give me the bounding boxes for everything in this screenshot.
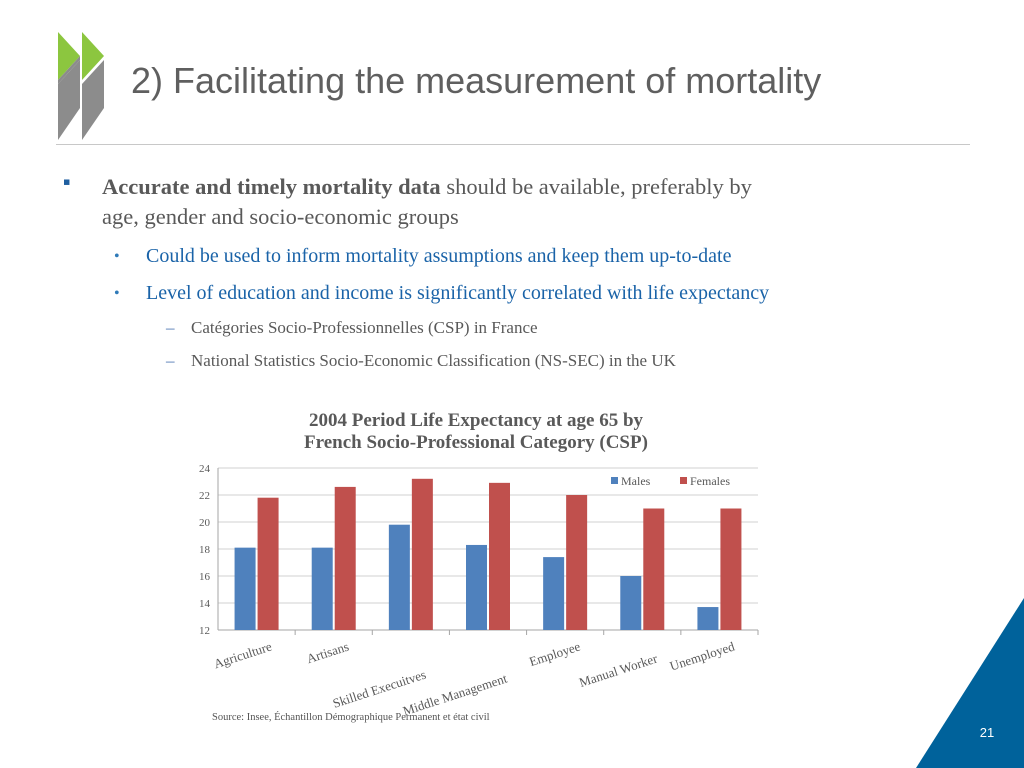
legend-label-males: Males xyxy=(621,474,651,488)
sub-bullet-2: Level of education and income is signifi… xyxy=(146,282,770,304)
bar-females xyxy=(720,508,742,630)
corner-decoration xyxy=(916,598,1024,768)
slide-title: 2) Facilitating the measurement of morta… xyxy=(131,60,822,101)
y-tick-label: 18 xyxy=(199,544,211,556)
y-tick-label: 14 xyxy=(199,598,211,610)
bar-females xyxy=(643,508,665,630)
sub-bullet-1: Could be used to inform mortality assump… xyxy=(146,245,732,267)
main-bullet-rest: should be available, preferably by xyxy=(440,174,752,199)
logo-chevron-gray-2 xyxy=(58,60,80,140)
oecd-logo xyxy=(58,32,104,140)
logo-chevron-gray-1 xyxy=(58,56,80,84)
logo-chevron-green-2 xyxy=(82,32,104,80)
bar-males xyxy=(466,544,487,630)
page-number: 21 xyxy=(979,725,995,740)
main-bullet-line1: Accurate and timely mortality data shoul… xyxy=(102,174,752,200)
bar-males xyxy=(543,557,565,630)
bar-females xyxy=(334,486,356,630)
bar-males xyxy=(620,576,642,630)
bar-females xyxy=(489,482,510,630)
x-tick-label: Manual Worker xyxy=(577,650,660,690)
sub-sub-bullet-2: National Statistics Socio-Economic Class… xyxy=(191,351,676,370)
source-note: Source: Insee, Échantillon Démographique… xyxy=(212,712,490,723)
logo-chevron-gray-3 xyxy=(82,60,104,140)
x-tick-label: Employee xyxy=(527,639,582,670)
sub-bullet-marker: • xyxy=(114,285,120,302)
y-tick-label: 16 xyxy=(199,571,211,583)
bar-females xyxy=(566,495,588,630)
bullet-marker: ▪ xyxy=(63,175,71,188)
title-divider xyxy=(56,144,970,145)
bar-males xyxy=(311,547,333,630)
main-bullet-bold: Accurate and timely mortality data xyxy=(102,174,441,199)
bar-females xyxy=(411,478,433,630)
legend-swatch-females xyxy=(680,477,687,484)
y-tick-label: 12 xyxy=(199,625,210,637)
y-tick-label: 24 xyxy=(199,463,211,475)
bar-males xyxy=(697,607,719,630)
chart-title-line2: French Socio-Professional Category (CSP) xyxy=(304,432,648,453)
x-tick-label: Agriculture xyxy=(212,639,274,672)
bar-males xyxy=(388,524,410,630)
sub-sub-bullet-1: Catégories Socio-Professionnelles (CSP) … xyxy=(191,318,538,337)
sub-bullet-marker: • xyxy=(114,248,120,265)
legend-swatch-males xyxy=(611,477,618,484)
bar-males xyxy=(234,547,256,630)
sub-sub-bullet-marker: – xyxy=(166,318,175,337)
corner-triangle xyxy=(916,598,1024,768)
y-tick-label: 22 xyxy=(199,490,210,502)
legend-label-females: Females xyxy=(690,474,730,488)
sub-sub-bullet-marker: – xyxy=(166,351,175,370)
x-tick-label: Artisans xyxy=(305,639,351,667)
chart-title: 2004 Period Life Expectancy at age 65 by… xyxy=(210,410,742,454)
y-tick-label: 20 xyxy=(199,517,211,529)
bar-females xyxy=(257,497,279,630)
chart-title-line1: 2004 Period Life Expectancy at age 65 by xyxy=(308,410,644,431)
logo-chevron-green-1 xyxy=(58,32,80,80)
x-tick-label: Unemployed xyxy=(668,638,737,673)
main-bullet-line2: age, gender and socio-economic groups xyxy=(102,204,459,229)
